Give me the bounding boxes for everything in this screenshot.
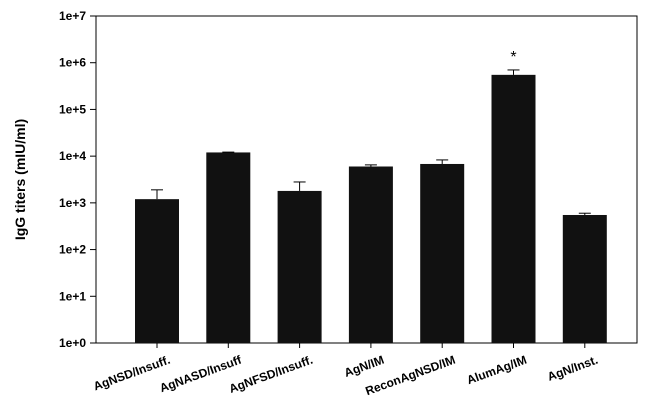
y-tick-label: 1e+6	[59, 56, 86, 70]
y-axis-title: IgG titers (mIU/ml)	[12, 119, 28, 240]
bar	[277, 190, 322, 343]
x-category-label: AgN/Inst.	[546, 353, 600, 384]
y-tick-label: 1e+3	[59, 196, 86, 210]
x-category-label: AgN/IM	[342, 353, 386, 380]
bar	[348, 166, 393, 343]
y-tick-label: 1e+0	[59, 336, 86, 350]
y-tick-label: 1e+7	[59, 9, 86, 23]
y-tick-label: 1e+2	[59, 243, 86, 257]
x-category-label: AlumAg/IM	[465, 353, 529, 388]
bar	[135, 199, 179, 343]
y-tick-label: 1e+1	[59, 289, 86, 303]
bar	[420, 163, 465, 343]
bar	[206, 152, 251, 343]
significance-annotation: *	[510, 49, 516, 66]
bar	[491, 74, 536, 344]
y-tick-label: 1e+5	[59, 102, 86, 116]
bar	[562, 214, 607, 343]
y-tick-label: 1e+4	[59, 149, 86, 163]
